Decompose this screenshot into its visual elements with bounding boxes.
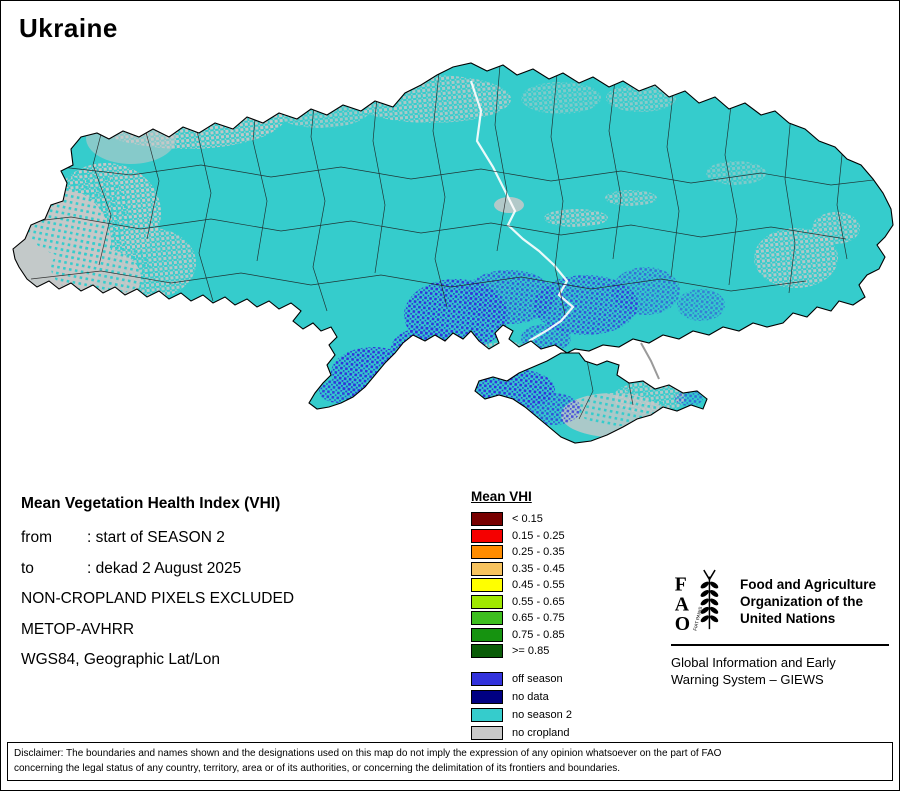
legend-label: 0.15 - 0.25 [512, 529, 565, 542]
giews-name: Global Information and Early Warning Sys… [671, 654, 889, 688]
legend-item: no season 2 [471, 706, 572, 724]
fao-letter-f: F [675, 574, 687, 596]
giews-line: Warning System – GIEWS [671, 672, 824, 687]
fao-letter-o: O [675, 613, 690, 635]
legend-swatch [471, 578, 503, 593]
map-info-heading: Mean Vegetation Health Index (VHI) [21, 495, 281, 512]
fao-divider [671, 644, 889, 646]
fao-org-line: United Nations [740, 610, 836, 626]
legend-item: 0.65 - 0.75 [471, 610, 572, 627]
legend-label: 0.45 - 0.55 [512, 579, 565, 592]
legend-label: no season 2 [512, 708, 572, 721]
disclaimer-line-1: Disclaimer: The boundaries and names sho… [14, 748, 722, 759]
info-line-from: from : start of SEASON 2 [21, 529, 294, 547]
legend-swatch [471, 707, 503, 722]
legend-label: < 0.15 [512, 513, 543, 526]
legend-swatch [471, 545, 503, 560]
info-line-to: to : dekad 2 August 2025 [21, 560, 294, 578]
legend-label: off season [512, 672, 563, 685]
legend-item: < 0.15 [471, 511, 572, 528]
legend-title: Mean VHI [471, 489, 532, 504]
legend-label: 0.65 - 0.75 [512, 612, 565, 625]
fao-org-line: Organization of the [740, 593, 863, 609]
legend: Mean VHI < 0.15 0.15 - 0.25 0.25 - 0.35 … [471, 489, 572, 742]
legend-item: >= 0.85 [471, 643, 572, 660]
legend-gap [471, 660, 572, 670]
legend-item: off season [471, 670, 572, 688]
legend-label: 0.25 - 0.35 [512, 546, 565, 559]
legend-swatch [471, 594, 503, 609]
legend-swatch [471, 528, 503, 543]
info-from-label: from [21, 529, 52, 546]
arabat-spit [640, 342, 660, 380]
legend-swatch [471, 627, 503, 642]
legend-item: 0.75 - 0.85 [471, 627, 572, 644]
legend-item: 0.15 - 0.25 [471, 528, 572, 545]
legend-swatch [471, 725, 503, 740]
page-title: Ukraine [19, 13, 118, 43]
legend-label: 0.55 - 0.65 [512, 595, 565, 608]
legend-item: 0.55 - 0.65 [471, 594, 572, 611]
wheat-grains-icon [700, 581, 719, 623]
legend-item: 0.45 - 0.55 [471, 577, 572, 594]
fao-block: F A O [671, 567, 889, 688]
legend-swatch [471, 561, 503, 576]
legend-item: 0.35 - 0.45 [471, 561, 572, 578]
info-to-label: to [21, 559, 34, 577]
dnipro-river [469, 80, 575, 342]
legend-label: no cropland [512, 726, 570, 739]
legend-swatch [471, 512, 503, 527]
fao-org-line: Food and Agriculture [740, 576, 876, 592]
legend-label: 0.35 - 0.45 [512, 562, 565, 575]
legend-item: 0.25 - 0.35 [471, 544, 572, 561]
oblast-boundaries [13, 63, 893, 316]
info-from-value: : start of SEASON 2 [87, 529, 225, 546]
vhi-map [12, 62, 894, 444]
info-line-sensor: METOP-AVHRR [21, 620, 135, 638]
legend-swatch [471, 689, 503, 704]
fao-letter-a: A [675, 593, 690, 615]
legend-swatch [471, 644, 503, 659]
legend-label: 0.75 - 0.85 [512, 628, 565, 641]
fao-org-name: Food and Agriculture Organization of the… [740, 576, 876, 627]
fao-logo-icon: F A O [675, 569, 719, 635]
info-to-value: : dekad 2 August 2025 [87, 559, 242, 577]
disclaimer-line-2: concerning the legal status of any count… [14, 762, 621, 774]
fao-lockup: F A O [671, 567, 889, 635]
info-line-projection: WGS84, Geographic Lat/Lon [21, 651, 221, 668]
legend-label: no data [512, 690, 549, 703]
wheat-stem-icon [703, 569, 716, 630]
map-info-block: Mean Vegetation Health Index (VHI) from:… [21, 495, 294, 682]
legend-label: >= 0.85 [512, 645, 550, 658]
legend-item: no data [471, 688, 572, 706]
disclaimer-box: Disclaimer: The boundaries and names sho… [7, 742, 893, 781]
legend-swatch [471, 671, 503, 686]
legend-item: no cropland [471, 724, 572, 742]
fao-motto: FIAT PANIS [692, 606, 703, 631]
giews-line: Global Information and Early [671, 655, 836, 670]
legend-swatch [471, 611, 503, 626]
info-line-noncropland: NON-CROPLAND PIXELS EXCLUDED [21, 590, 295, 607]
